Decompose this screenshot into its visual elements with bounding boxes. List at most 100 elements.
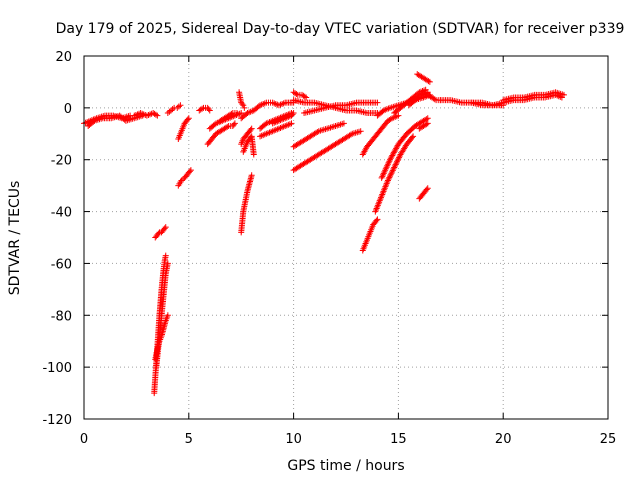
x-tick-labels: 0 5 10 15 20 25: [80, 432, 616, 447]
data-point-fill: [154, 347, 161, 354]
data-point-fill: [254, 104, 261, 111]
series-arc-2: [85, 112, 146, 130]
series-arc-12: [204, 120, 238, 148]
data-point-fill: [227, 111, 234, 118]
data-point-fill: [289, 111, 296, 118]
data-point-fill: [314, 129, 321, 136]
data-point-fill: [280, 100, 287, 107]
data-points: [81, 71, 567, 397]
data-point-fill: [129, 115, 136, 122]
data-point: [290, 110, 297, 117]
data-point-fill: [312, 153, 319, 160]
x-tick-label: 10: [285, 432, 302, 447]
y-tick-label: 20: [55, 50, 72, 65]
series-arc-6: [152, 312, 171, 363]
data-point: [185, 115, 192, 122]
data-point-fill: [374, 130, 381, 137]
data-point-fill: [236, 110, 243, 117]
data-point-fill: [396, 154, 403, 161]
data-point-fill: [169, 106, 176, 113]
series-arc-36: [416, 120, 431, 132]
data-point-fill: [88, 119, 95, 126]
data-point-fill: [366, 141, 373, 148]
data-point-fill: [293, 91, 300, 98]
data-point-fill: [393, 143, 400, 150]
data-point-fill: [176, 132, 183, 139]
data-point-fill: [218, 127, 225, 134]
data-point-fill: [222, 114, 229, 121]
data-point-fill: [415, 72, 422, 79]
data-point-fill: [228, 110, 235, 117]
series-arc-20: [257, 120, 295, 140]
data-point-fill: [320, 105, 327, 112]
data-point-fill: [417, 124, 424, 131]
data-point-fill: [321, 148, 328, 155]
series-arc-9: [175, 115, 192, 142]
data-point-fill: [267, 99, 274, 106]
data-point-fill: [393, 160, 400, 167]
data-point-fill: [177, 179, 184, 186]
data-point-fill: [394, 158, 401, 165]
series-arc-7: [152, 224, 169, 241]
data-point-fill: [160, 326, 167, 333]
data-point-fill: [222, 124, 229, 131]
data-point-fill: [296, 91, 303, 98]
data-point-fill: [347, 131, 354, 138]
data-point-fill: [280, 115, 287, 122]
data-point-fill: [367, 228, 374, 235]
series-arc-25: [290, 120, 347, 150]
y-axis-label: SDTVAR / TECUs: [7, 181, 23, 296]
data-point-fill: [280, 123, 287, 130]
data-point-fill: [242, 199, 249, 206]
data-point-fill: [401, 101, 408, 108]
data-point-fill: [431, 96, 438, 103]
data-point-fill: [419, 74, 426, 81]
data-point-fill: [378, 109, 385, 116]
data-point-fill: [389, 168, 396, 175]
data-point-fill: [361, 244, 368, 251]
data-point-fill: [312, 129, 319, 136]
data-point-fill: [166, 108, 173, 115]
series-arc-3: [131, 110, 161, 119]
data-point-fill: [227, 123, 234, 130]
data-point-fill: [384, 179, 391, 186]
series-arc-26: [290, 128, 364, 174]
data-point-fill: [393, 113, 400, 120]
data-point-fill: [250, 149, 257, 156]
data-point-fill: [162, 254, 169, 261]
data-point-fill: [409, 125, 416, 132]
data-point-fill: [286, 121, 293, 128]
data-point-fill: [241, 145, 248, 152]
data-point-fill: [415, 93, 422, 100]
y-tick-label: -120: [42, 413, 72, 428]
series-arc-34: [405, 89, 431, 109]
y-tick-label: 0: [64, 102, 72, 117]
data-point-fill: [210, 122, 217, 129]
data-point-fill: [559, 91, 566, 98]
data-point-fill: [261, 100, 268, 107]
data-point-fill: [309, 107, 316, 114]
data-point-fill: [373, 217, 380, 224]
data-point-fill: [272, 100, 279, 107]
series-arc-29: [359, 216, 381, 254]
data-point-fill: [260, 122, 267, 129]
data-point-fill: [372, 99, 379, 106]
data-point-fill: [161, 225, 168, 232]
series-arc-22: [269, 110, 297, 127]
data-point-fill: [162, 272, 169, 279]
data-point-fill: [386, 174, 393, 181]
series-arc-16: [238, 125, 255, 148]
plot-frame: [83, 55, 609, 420]
data-point-fill: [268, 128, 275, 135]
data-point: [374, 216, 381, 223]
data-point-fill: [161, 259, 168, 266]
data-point-fill: [106, 115, 113, 122]
data-point-fill: [248, 173, 255, 180]
data-point-fill: [180, 122, 187, 129]
data-point-fill: [498, 100, 505, 107]
series-arc-10: [175, 167, 194, 189]
data-point-fill: [421, 122, 428, 129]
data-point-fill: [156, 339, 163, 346]
data-point-fill: [240, 210, 247, 217]
series-arc-41: [500, 89, 567, 104]
